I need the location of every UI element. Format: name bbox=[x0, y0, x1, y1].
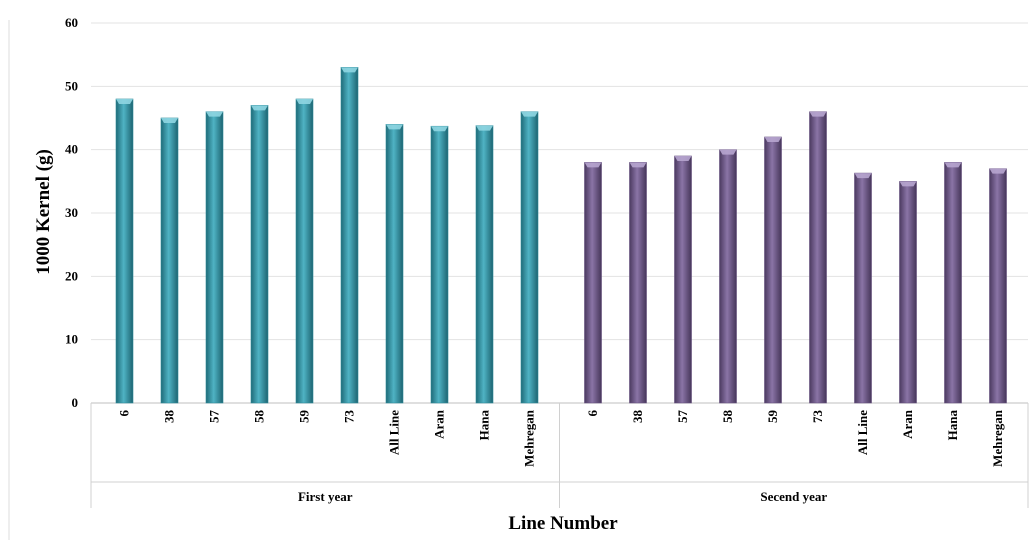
labels: 0 10 20 30 40 50 60 6 38 57 58 59 73 All Line Aran Hana… bbox=[65, 15, 1005, 504]
bar-bevel bbox=[431, 126, 448, 132]
x-tick-label: 59 bbox=[297, 410, 312, 424]
bar-bevel bbox=[251, 105, 268, 111]
x-tick-label: 57 bbox=[207, 410, 222, 424]
x-tick-label: 59 bbox=[765, 410, 780, 424]
bar bbox=[584, 162, 602, 404]
bar-bevel bbox=[341, 67, 358, 73]
bar-bevel bbox=[584, 162, 602, 168]
x-tick-label: 73 bbox=[810, 410, 825, 424]
x-tick-label: Aran bbox=[900, 409, 915, 439]
bar-bevel bbox=[206, 111, 223, 117]
y-tick-label: 50 bbox=[65, 78, 78, 93]
x-tick-label: Hana bbox=[477, 410, 492, 441]
bar-bevel bbox=[161, 118, 178, 123]
x-tick-label: All Line bbox=[855, 410, 870, 455]
y-tick-label: 10 bbox=[65, 332, 78, 347]
bar-bevel bbox=[854, 173, 872, 179]
bar bbox=[854, 172, 872, 404]
bar bbox=[989, 168, 1007, 404]
bar bbox=[629, 162, 647, 404]
bar bbox=[475, 125, 494, 404]
x-tick-label: Mehregan bbox=[990, 409, 1005, 467]
axis-frame bbox=[8, 20, 1029, 540]
bar bbox=[899, 181, 917, 404]
bar bbox=[520, 111, 539, 404]
group-label: Secend year bbox=[760, 489, 827, 504]
x-tick-label: 6 bbox=[117, 410, 132, 417]
x-tick-label: 73 bbox=[342, 410, 357, 424]
bar-bevel bbox=[809, 111, 827, 117]
bar bbox=[115, 98, 134, 404]
bar-bevel bbox=[899, 181, 917, 187]
bar-bevel bbox=[719, 149, 737, 155]
x-tick-label: Hana bbox=[945, 410, 960, 441]
bar bbox=[385, 124, 404, 404]
bar bbox=[250, 105, 269, 404]
y-tick-label: 60 bbox=[65, 15, 78, 30]
y-tick-label: 20 bbox=[65, 268, 78, 283]
bar-bevel bbox=[764, 137, 782, 142]
bar-bevel bbox=[296, 99, 313, 104]
y-axis-title: 1000 Kernel (g) bbox=[33, 149, 54, 275]
x-tick-label: Mehregan bbox=[522, 409, 537, 467]
y-tick-label: 40 bbox=[65, 142, 78, 157]
bar bbox=[205, 111, 224, 404]
x-tick-label: All Line bbox=[387, 410, 402, 455]
x-axis-title: Line Number bbox=[508, 513, 618, 534]
x-tick-label: 57 bbox=[675, 410, 690, 424]
x-tick-label: 38 bbox=[630, 410, 645, 424]
bar-bevel bbox=[116, 99, 133, 104]
bar-bevel bbox=[476, 125, 493, 131]
bar-bevel bbox=[521, 111, 538, 117]
x-tick-label: 58 bbox=[720, 410, 735, 424]
x-tick-label: Aran bbox=[432, 409, 447, 439]
bar bbox=[764, 136, 782, 404]
x-tick-label: 58 bbox=[252, 410, 267, 424]
bar bbox=[719, 149, 737, 404]
bars bbox=[115, 67, 1007, 404]
bar bbox=[430, 125, 449, 404]
x-tick-label: 6 bbox=[585, 410, 600, 417]
bar bbox=[340, 67, 359, 404]
bar-bevel bbox=[629, 162, 647, 168]
bar bbox=[160, 117, 179, 404]
bar bbox=[674, 155, 692, 404]
bar-bevel bbox=[386, 124, 403, 130]
bar bbox=[944, 162, 962, 404]
bar-bevel bbox=[674, 156, 692, 161]
x-tick-label: 38 bbox=[162, 410, 177, 424]
bar bbox=[809, 111, 827, 404]
y-tick-label: 30 bbox=[65, 205, 78, 220]
bar-bevel bbox=[944, 162, 962, 168]
bar bbox=[295, 98, 314, 404]
y-tick-label: 0 bbox=[72, 395, 79, 410]
gridlines bbox=[91, 22, 1028, 404]
bar-bevel bbox=[989, 168, 1007, 174]
group-label: First year bbox=[298, 489, 353, 504]
